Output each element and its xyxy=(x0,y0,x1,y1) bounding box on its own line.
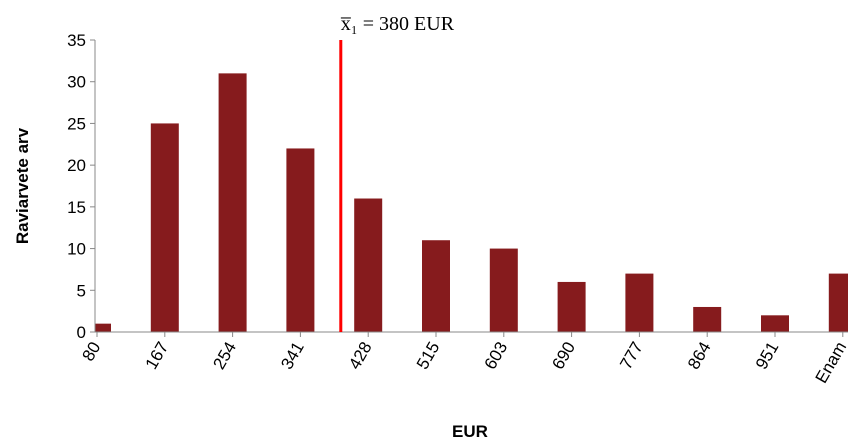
y-axis-label: Raviarvete arv xyxy=(13,127,32,244)
x-tick-label: 428 xyxy=(345,339,376,373)
y-tick-label: 0 xyxy=(77,323,86,342)
bar xyxy=(489,248,518,332)
y-tick-label: 30 xyxy=(67,73,86,92)
y-tick-label: 20 xyxy=(67,156,86,175)
x-tick-label: 167 xyxy=(142,339,173,373)
x-tick-label: 515 xyxy=(413,339,444,373)
bar xyxy=(761,315,789,332)
y-tick-label: 35 xyxy=(67,31,86,50)
y-tick-label: 25 xyxy=(67,114,86,133)
x-tick-label: 341 xyxy=(277,339,308,373)
x-tick-label: 777 xyxy=(616,339,647,373)
x-axis-label: EUR xyxy=(452,422,488,441)
bar xyxy=(557,281,586,332)
y-tick-label: 5 xyxy=(77,281,86,300)
x-tick-label: 254 xyxy=(209,339,240,373)
y-tick-label: 15 xyxy=(67,198,86,217)
x-tick-label: 864 xyxy=(684,339,715,373)
bar xyxy=(828,273,848,332)
bar xyxy=(286,148,315,332)
y-tick-label: 10 xyxy=(67,240,86,259)
bar xyxy=(625,273,654,332)
bar xyxy=(354,198,383,332)
bar xyxy=(422,240,450,332)
bar xyxy=(95,323,111,332)
mean-label: x̅₁ = 380 EUR xyxy=(340,13,455,35)
x-tick-label: 690 xyxy=(548,339,579,373)
x-tick-label: 603 xyxy=(481,339,512,373)
bar xyxy=(693,306,722,332)
x-tick-label: Enam xyxy=(812,339,851,387)
x-tick-label: 80 xyxy=(79,339,105,365)
bar xyxy=(150,123,179,332)
x-tick-label: 951 xyxy=(752,339,783,373)
plot-area xyxy=(95,73,848,332)
bar xyxy=(218,73,247,332)
